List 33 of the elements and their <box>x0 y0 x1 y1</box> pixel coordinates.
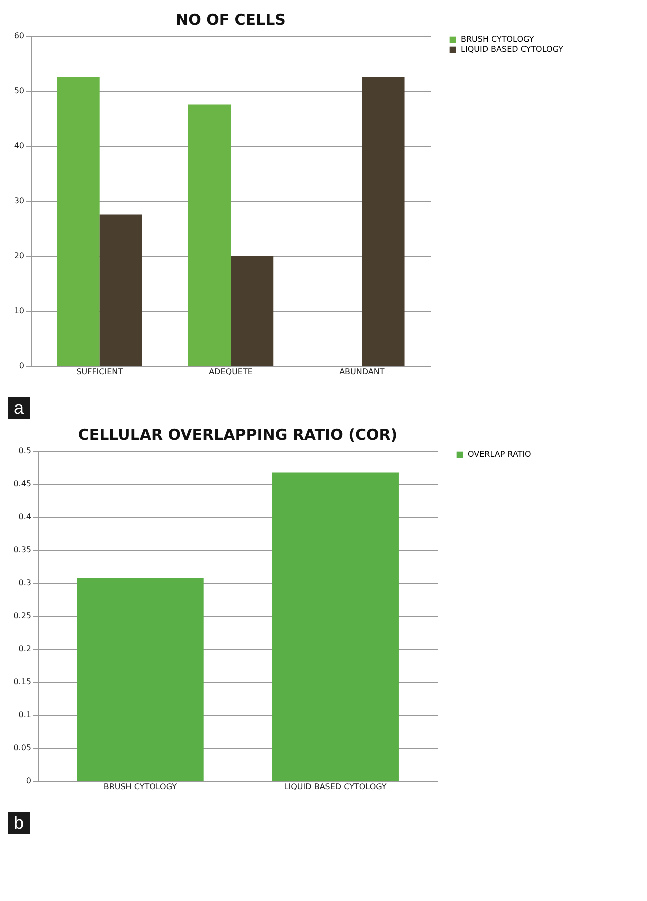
y-tick-label: 0.2 <box>18 644 32 654</box>
y-tick-label: 0 <box>19 362 24 370</box>
text: a <box>8 397 30 419</box>
y-tick-label: 0.4 <box>18 512 32 522</box>
y-tick-label: 0.1 <box>18 710 32 720</box>
y-tick-label: 10 <box>14 306 24 316</box>
y-tick-label: 30 <box>14 196 24 206</box>
bar <box>231 256 274 366</box>
y-tick-label: 0.5 <box>18 446 32 456</box>
y-tick-label: 0 <box>26 776 32 786</box>
y-tick-label: 40 <box>14 142 24 150</box>
y-tick-label: 0.45 <box>14 480 32 488</box>
y-tick-label: 20 <box>14 252 24 260</box>
x-tick-label: ADEQUETE <box>209 368 253 376</box>
text: b <box>8 812 30 834</box>
bar <box>188 104 231 366</box>
x-tick-label: SUFFICIENT <box>76 368 124 376</box>
y-tick-label: 60 <box>14 32 24 40</box>
y-tick-label: 0.15 <box>14 678 32 686</box>
bar <box>362 77 405 366</box>
y-tick-label: 0.25 <box>14 612 32 620</box>
y-tick-label: 0.05 <box>14 744 32 752</box>
y-tick-label: 0.35 <box>14 546 32 554</box>
x-tick-label: ABUNDANT <box>340 368 385 376</box>
legend-label: OVERLAP RATIO <box>468 450 532 459</box>
chart-title: NO OF CELLS <box>176 11 286 29</box>
legend-label: LIQUID BASED CYTOLOGY <box>461 45 564 54</box>
chart-title: CELLULAR OVERLAPPING RATIO (COR) <box>78 426 398 444</box>
legend-label: BRUSH CYTOLOGY <box>461 35 534 44</box>
y-tick-label: 0.3 <box>18 578 32 588</box>
bar <box>57 77 100 366</box>
bar <box>100 214 142 366</box>
y-tick-label: 50 <box>14 86 24 96</box>
